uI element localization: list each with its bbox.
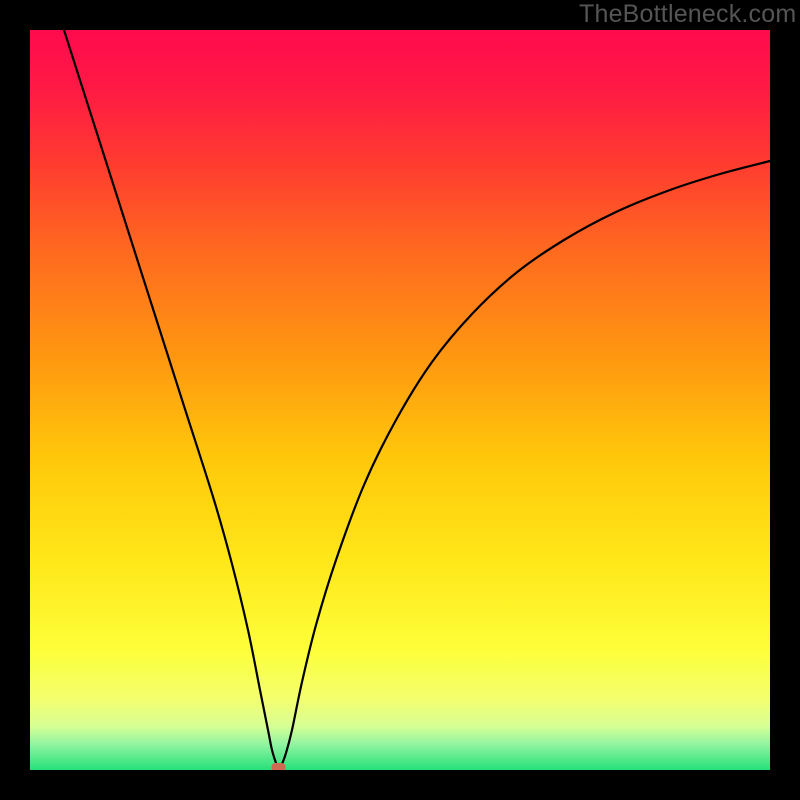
heatmap-background [30, 30, 770, 770]
watermark-text: TheBottleneck.com [579, 0, 796, 29]
bottleneck-chart [0, 0, 800, 800]
